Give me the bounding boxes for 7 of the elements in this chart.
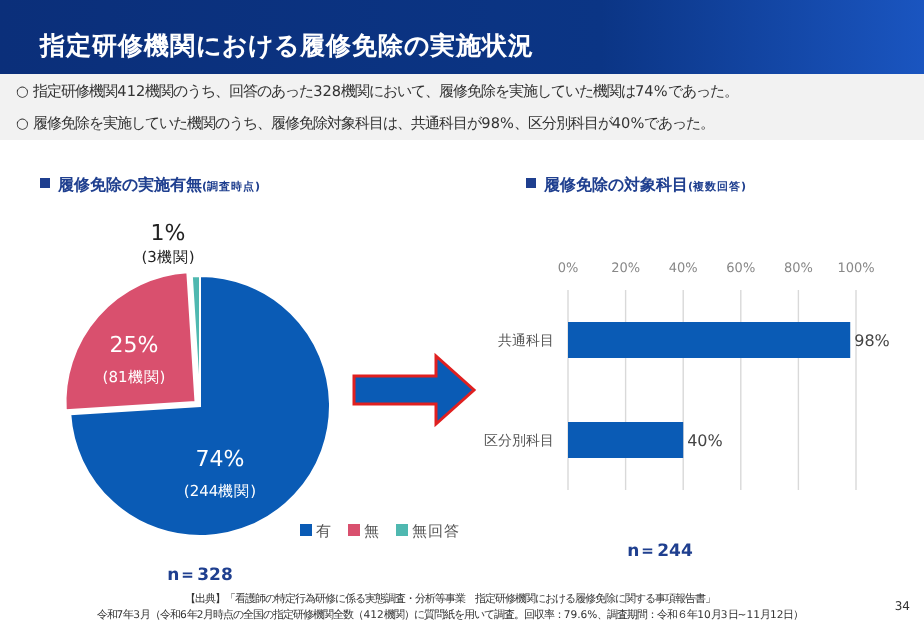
text: n＝244 bbox=[627, 542, 693, 562]
text: n＝328 bbox=[167, 566, 233, 586]
data-label: 40% bbox=[687, 432, 724, 450]
data-label: 98% bbox=[854, 332, 891, 350]
chart-title: 履修免除の対象科目 bbox=[542, 174, 688, 194]
chart-title: 履修免除の実施有無 bbox=[56, 174, 202, 194]
text: 指定研修機関における履修免除の実施状況 bbox=[38, 30, 534, 60]
